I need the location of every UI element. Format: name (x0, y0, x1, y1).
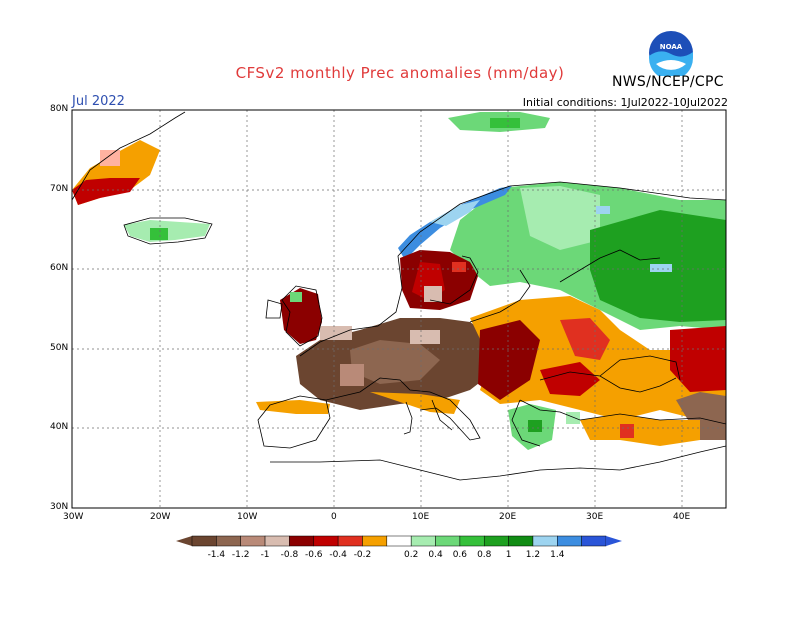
lat-tick: 30N (50, 502, 69, 512)
lat-tick: 80N (50, 104, 69, 114)
colorbar-label: -1 (261, 550, 270, 560)
lat-tick: 40N (50, 422, 69, 432)
colorbar-arrow-left (176, 536, 192, 546)
lon-tick: 30W (63, 512, 84, 522)
lat-tick: 70N (50, 184, 69, 194)
anomaly-fields (72, 112, 726, 450)
colorbar-label: 0.8 (477, 550, 492, 560)
colorbar-label: -1.2 (232, 550, 250, 560)
colorbar-swatch (362, 535, 388, 547)
colorbar-arrow-right (606, 536, 622, 546)
coastlines (71, 111, 727, 481)
colorbar-label: 0.6 (453, 550, 468, 560)
colorbar-label: -0.4 (329, 550, 347, 560)
colorbar-swatch (532, 535, 558, 547)
agency-label: NWS/NCEP/CPC (612, 74, 724, 90)
colorbar-swatch (557, 535, 582, 547)
lon-tick: 10E (412, 512, 430, 522)
noaa-logo-text: NOAA (660, 43, 683, 51)
lon-tick: 20E (499, 512, 517, 522)
colorbar-swatch (459, 535, 485, 547)
colorbar-swatch (337, 535, 363, 547)
map-frame (71, 109, 727, 509)
colorbar-label: -0.2 (354, 550, 372, 560)
colorbar-label: 1.2 (526, 550, 540, 560)
forecast-month: Jul 2022 (72, 94, 125, 109)
lat-tick: 50N (50, 343, 69, 353)
noaa-logo: NOAA (649, 31, 693, 76)
lon-tick: 30E (586, 512, 604, 522)
initial-conditions: Initial conditions: 1Jul2022-10Jul2022 (522, 96, 728, 109)
lon-tick: 10W (237, 512, 258, 522)
colorbar-swatch (289, 535, 315, 547)
colorbar-swatch (240, 535, 266, 547)
colorbar-swatch (264, 535, 290, 547)
lat-tick: 60N (50, 263, 69, 273)
colorbar-swatch (435, 535, 461, 547)
colorbar-label: 1 (506, 550, 512, 560)
graticule (72, 110, 726, 508)
map-title: CFSv2 monthly Prec anomalies (mm/day) (235, 64, 565, 82)
colorbar-swatch (191, 535, 217, 547)
map-area (71, 109, 727, 509)
lon-tick: 0 (331, 512, 337, 522)
colorbar-label: -1.4 (208, 550, 226, 560)
colorbar-label: -0.6 (305, 550, 323, 560)
colorbar-swatch (483, 535, 509, 547)
colorbar: -1.4 -1.2 -1 -0.8 -0.6 -0.4 -0.2 0.2 0.4 0.6 0.8 1 1… (176, 535, 622, 560)
lon-tick: 40E (673, 512, 691, 522)
colorbar-swatch (410, 535, 436, 547)
colorbar-label: 1.4 (550, 550, 565, 560)
colorbar-label: -0.8 (281, 550, 299, 560)
colorbar-swatch (508, 535, 534, 547)
colorbar-label: 0.4 (428, 550, 443, 560)
colorbar-swatch (216, 535, 241, 547)
colorbar-swatch (386, 535, 412, 547)
colorbar-swatch (581, 535, 607, 547)
colorbar-swatch (313, 535, 339, 547)
lon-tick: 20W (150, 512, 171, 522)
colorbar-label: 0.2 (404, 550, 418, 560)
